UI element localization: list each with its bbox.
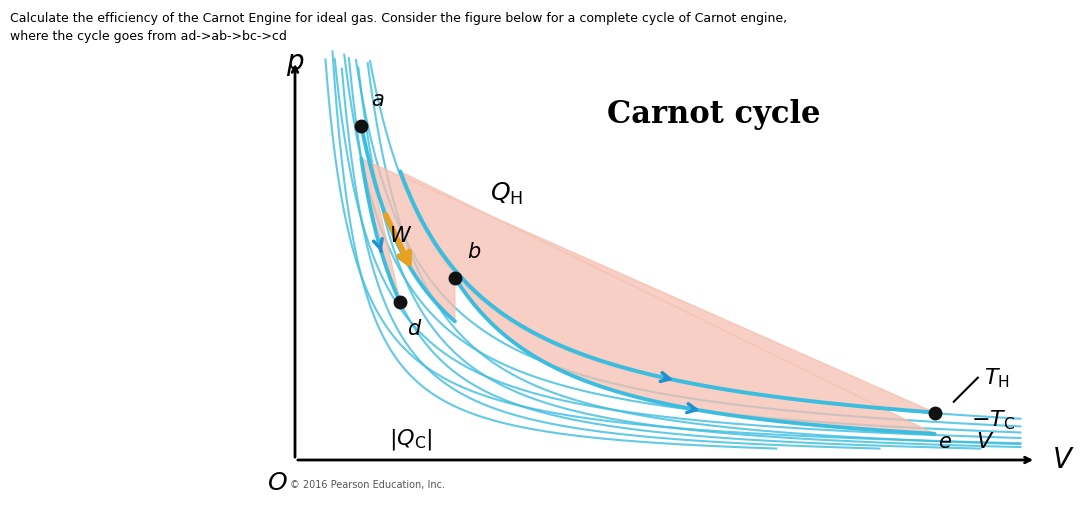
Text: $e$: $e$ <box>939 431 953 451</box>
Text: $a$: $a$ <box>370 90 384 110</box>
Text: $O$: $O$ <box>267 472 287 495</box>
Polygon shape <box>362 126 934 434</box>
Text: $T_\mathrm{H}$: $T_\mathrm{H}$ <box>984 366 1010 390</box>
Text: $d$: $d$ <box>406 319 422 340</box>
Text: where the cycle goes from ad->ab->bc->cd: where the cycle goes from ad->ab->bc->cd <box>10 30 287 43</box>
Text: Carnot cycle: Carnot cycle <box>607 99 821 130</box>
Text: $p$: $p$ <box>286 50 305 78</box>
Text: $W$: $W$ <box>389 226 411 246</box>
Text: $V$: $V$ <box>976 432 995 452</box>
Text: $-T_\mathrm{C}$: $-T_\mathrm{C}$ <box>971 408 1015 432</box>
Text: © 2016 Pearson Education, Inc.: © 2016 Pearson Education, Inc. <box>291 480 445 490</box>
Text: $|Q_\mathrm{C}|$: $|Q_\mathrm{C}|$ <box>389 427 432 451</box>
Text: Calculate the efficiency of the Carnot Engine for ideal gas. Consider the figure: Calculate the efficiency of the Carnot E… <box>10 12 787 25</box>
Text: $Q_\mathrm{H}$: $Q_\mathrm{H}$ <box>490 181 523 207</box>
Text: $V$: $V$ <box>1052 446 1075 474</box>
Text: $b$: $b$ <box>467 242 481 262</box>
